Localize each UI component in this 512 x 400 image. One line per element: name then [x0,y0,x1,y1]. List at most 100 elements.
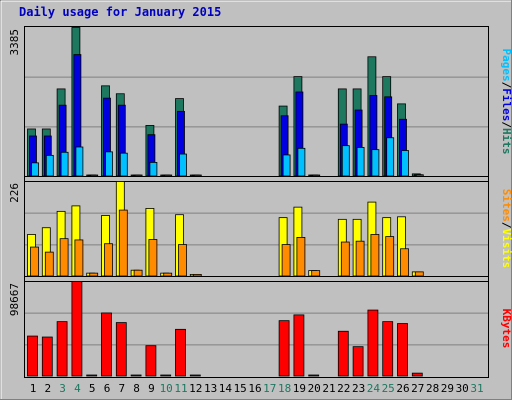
sites-bar [355,240,365,277]
day-label: 30 [456,382,469,395]
day-label: 19 [293,382,306,395]
day-labels: 1 2 3 4 5 6 7 8 9 10 11 12 13 14 15 16 17 18 19 20 21 22 23 24 2… [30,382,484,395]
sites-bar [296,237,306,277]
pages-bar [179,153,187,177]
day-label: 26 [396,382,409,395]
kbytes-bar [130,374,142,377]
axis-max-label: 3385 [8,29,21,56]
sites-bar [281,244,291,277]
legend-entry: Sites [500,189,512,222]
pages-bar [164,174,173,177]
axis-max-label: 98667 [8,283,21,316]
pages-bar [297,147,306,177]
legend-entry: / [500,222,512,229]
day-label: 17 [263,382,276,395]
pages-bar [134,174,143,177]
kbytes-bar [71,281,83,377]
chart-title: Daily usage for January 2015 [19,5,221,19]
sites-bar [59,238,69,277]
pages-bar [60,151,69,177]
pages-bar [386,137,395,177]
kbytes-bar [145,345,157,377]
sites-bar [163,272,173,277]
series-legend: Sites/Visits [500,189,512,269]
sites-bar [148,239,158,277]
pages-bar [193,174,202,177]
day-label: 16 [248,382,261,395]
kbytes-bar [160,374,172,377]
day-label: 29 [441,382,454,395]
legend-entry: Hits [500,128,512,155]
day-label: 13 [204,382,217,395]
sites-bar [414,271,424,277]
pages-bar [371,149,380,177]
pages-bar [119,152,128,177]
day-label: 14 [219,382,233,395]
kbytes-bar [56,321,68,377]
kbytes-bar [86,374,98,377]
day-label: 18 [278,382,291,395]
sites-bar [89,272,99,277]
panel-separator [25,276,488,281]
kbytes-bar [308,374,320,377]
pages-bar [75,146,84,177]
day-label: 22 [337,382,350,395]
pages-bar [312,174,321,177]
kbytes-bar [278,320,290,377]
sites-bar [400,248,409,277]
day-label: 6 [104,382,111,395]
chart-panels: 3385 226 98667 [8,27,488,377]
day-label: 9 [148,382,155,395]
pages-bar [401,150,409,177]
day-label: 3 [59,382,66,395]
sites-bar [118,209,128,277]
sites-bar [44,251,54,277]
day-label: 21 [322,382,335,395]
day-label: 24 [367,382,381,395]
day-label: 15 [234,382,247,395]
day-label: 2 [44,382,51,395]
axis-max-label: 226 [8,183,21,203]
plot-frame [24,26,489,378]
day-label: 10 [160,382,173,395]
legend-entry: Pages [500,49,512,82]
series-legend: KBytes [500,309,512,349]
day-label: 11 [174,382,187,395]
pages-bar [415,174,424,177]
day-label: 23 [352,382,365,395]
day-label: 7 [118,382,125,395]
legend-entry: / [500,121,512,128]
sites-bar [192,273,202,277]
day-label: 4 [74,382,81,395]
kbytes-bar [101,312,112,377]
kbytes-bar [293,314,305,377]
day-label: 1 [30,382,37,395]
day-label: 25 [382,382,395,395]
pages-bar [31,162,39,177]
legend-entry: Visits [500,229,512,269]
pages-bar [282,154,291,177]
kbytes-bar [27,335,38,377]
kbytes-bar [115,322,127,377]
pages-bar [90,174,99,177]
sites-bar [340,241,350,277]
kbytes-bar [367,309,379,377]
day-label: 27 [411,382,424,395]
pages-bar [105,151,113,177]
legend-entry: Files [500,88,512,121]
kbytes-bar [382,321,394,377]
sites-bar [311,270,321,277]
pages-bar [149,162,158,177]
legend-entry: KBytes [500,309,512,349]
legend-entry: / [500,82,512,89]
sites-bar [178,244,187,277]
kbytes-bar [397,323,408,377]
sites-bar [104,243,113,277]
kbytes-bar [411,372,423,377]
series-legend: Pages/Files/Hits [500,49,512,155]
sites-bar [370,234,380,277]
